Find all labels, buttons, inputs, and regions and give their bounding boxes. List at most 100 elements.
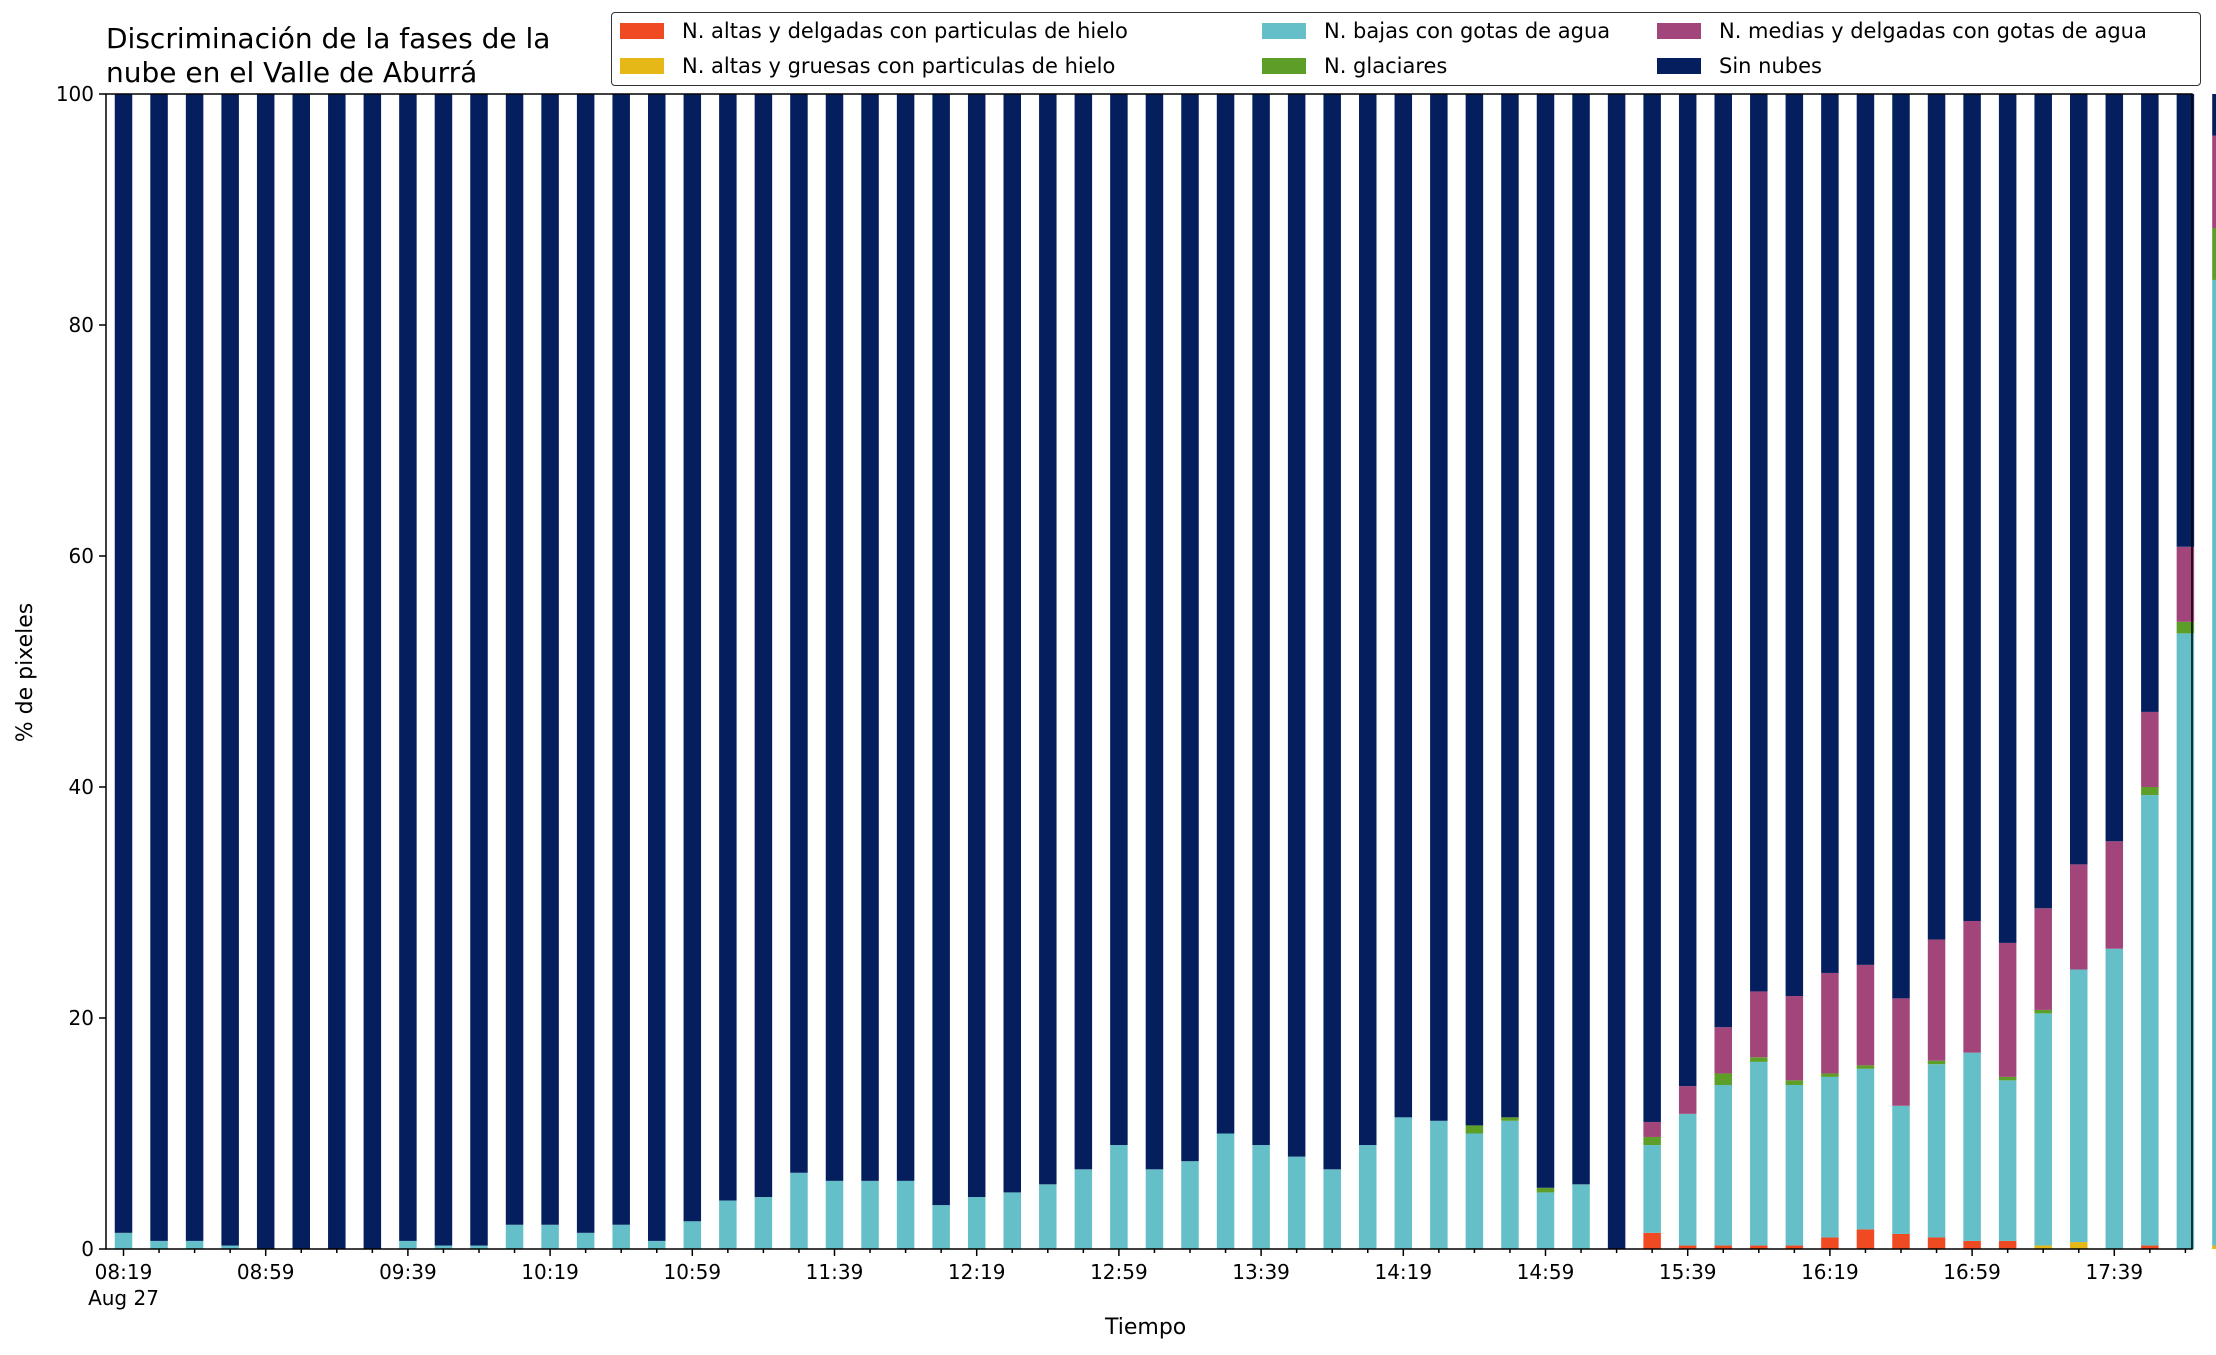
- bar-segment-5-39: [1501, 94, 1519, 1118]
- bar-segment-2-41: [1572, 1184, 1590, 1249]
- bar-segment-2-24: [967, 1197, 986, 1249]
- bar-segment-1-55: [2070, 1242, 2088, 1249]
- bar-segment-5-29: [1145, 94, 1164, 1170]
- bar-segment-4-52: [1963, 920, 1981, 1053]
- bar-segment-5-35: [1359, 94, 1377, 1146]
- bar-segment-3-54: [2034, 1009, 2052, 1014]
- bar-segment-4-47: [1785, 996, 1804, 1081]
- bar-segment-2-57: [2141, 795, 2159, 1246]
- bar-segment-2-9: [434, 1245, 453, 1249]
- bar-segment-5-12: [541, 94, 559, 1225]
- bar-segment-5-46: [1750, 94, 1768, 992]
- x-tick-label: 15:39: [1659, 1260, 1717, 1284]
- bar-segment-2-37: [1430, 1120, 1448, 1249]
- bar-segment-2-34: [1323, 1169, 1341, 1249]
- x-tick-label: 10:59: [663, 1260, 721, 1284]
- x-tick-label: 14:59: [1517, 1260, 1575, 1284]
- bar-segment-5-22: [896, 94, 915, 1181]
- x-axis-label: Tiempo: [1105, 1315, 1187, 1340]
- bar-segment-4-58: [2176, 546, 2195, 622]
- bar-segment-5-21: [861, 94, 879, 1181]
- bar-segment-5-26: [1039, 94, 1057, 1185]
- bar-segment-5-56: [2105, 94, 2124, 842]
- bar-segment-0-51: [1927, 1237, 1946, 1249]
- legend-swatch: [620, 23, 664, 39]
- bar-segment-5-38: [1465, 94, 1484, 1126]
- bar-segment-2-17: [719, 1200, 737, 1249]
- bar-segment-5-33: [1287, 94, 1306, 1157]
- bar-segment-4-59: [2212, 135, 2216, 228]
- bar-segment-5-25: [1003, 94, 1021, 1193]
- bar-segment-2-46: [1750, 1061, 1768, 1246]
- bar-segment-2-50: [1892, 1105, 1910, 1234]
- bar-segment-2-27: [1074, 1169, 1093, 1249]
- bar-segment-5-7: [363, 94, 382, 1249]
- bar-segment-2-59: [2212, 279, 2216, 1246]
- bar-segment-1-59: [2212, 1245, 2216, 1249]
- chart-title: Discriminación de la fases de la nube en…: [106, 22, 551, 89]
- bar-segment-2-12: [541, 1224, 559, 1249]
- legend: N. altas y delgadas con particulas de hi…: [611, 12, 2201, 86]
- bar-segment-3-53: [1998, 1076, 2017, 1081]
- bar-segment-5-55: [2070, 94, 2088, 865]
- bar-segment-3-45: [1714, 1073, 1732, 1085]
- bar-segment-5-6: [328, 94, 346, 1249]
- legend-label: N. altas y delgadas con particulas de hi…: [682, 19, 1128, 43]
- bar-segment-0-53: [1998, 1240, 2017, 1249]
- bar-segment-2-44: [1678, 1113, 1697, 1246]
- bar-segment-2-16: [683, 1221, 702, 1249]
- bar-segment-3-57: [2141, 787, 2159, 796]
- bar-segment-5-41: [1572, 94, 1590, 1185]
- bar-segment-2-21: [861, 1180, 879, 1249]
- legend-item-glaciares: N. glaciares: [1262, 54, 1447, 78]
- bar-segment-3-51: [1927, 1060, 1946, 1065]
- bar-segment-4-45: [1714, 1027, 1732, 1074]
- bar-segment-5-57: [2141, 94, 2159, 712]
- bar-segment-4-54: [2034, 908, 2052, 1010]
- legend-swatch: [1262, 23, 1306, 39]
- bar-segment-2-8: [399, 1240, 417, 1249]
- bar-segment-4-51: [1927, 939, 1946, 1061]
- bar-segment-2-28: [1110, 1145, 1128, 1249]
- bars-group: [114, 94, 2216, 1249]
- bar-segment-5-34: [1323, 94, 1341, 1170]
- bar-segment-0-45: [1714, 1245, 1732, 1249]
- y-axis: 0 20 40 60 80 100: [56, 82, 106, 1261]
- bar-segment-5-27: [1074, 94, 1093, 1170]
- bar-segment-5-13: [576, 94, 595, 1233]
- bar-segment-3-58: [2176, 621, 2195, 634]
- bar-segment-2-14: [612, 1224, 630, 1249]
- bar-segment-0-43: [1643, 1232, 1661, 1249]
- legend-label: N. glaciares: [1324, 54, 1448, 78]
- bar-segment-3-48: [1821, 1073, 1839, 1077]
- bar-segment-4-53: [1998, 942, 2017, 1077]
- bar-segment-2-10: [470, 1245, 488, 1249]
- legend-item-altas-delgadas: N. altas y delgadas con particulas de hi…: [620, 19, 1128, 43]
- y-tick-label: 80: [69, 313, 94, 337]
- y-tick-label: 40: [69, 775, 94, 799]
- bar-segment-3-38: [1465, 1125, 1484, 1134]
- bar-segment-2-26: [1039, 1184, 1057, 1249]
- bar-segment-2-53: [1998, 1080, 2017, 1241]
- bar-segment-5-4: [256, 94, 275, 1249]
- bar-segment-2-29: [1145, 1169, 1164, 1249]
- x-tick-label: 08:59: [237, 1260, 295, 1284]
- bar-segment-5-9: [434, 94, 453, 1246]
- legend-swatch: [620, 58, 664, 74]
- legend-item-sin-nubes: Sin nubes: [1657, 54, 1822, 78]
- bar-segment-5-48: [1821, 94, 1839, 973]
- bar-segment-3-59: [2212, 227, 2216, 280]
- bar-segment-5-45: [1714, 94, 1732, 1028]
- x-tick-label: 11:39: [806, 1260, 864, 1284]
- bar-segment-2-39: [1501, 1120, 1519, 1249]
- bar-segment-2-48: [1821, 1076, 1839, 1238]
- x-tick-label: 16:19: [1801, 1260, 1859, 1284]
- bar-segment-5-18: [754, 94, 773, 1198]
- bar-segment-2-32: [1252, 1145, 1270, 1249]
- bar-segment-5-5: [292, 94, 310, 1249]
- bar-segment-2-54: [2034, 1013, 2052, 1246]
- bar-segment-2-1: [150, 1240, 168, 1249]
- bar-segment-5-49: [1856, 94, 1875, 965]
- bar-segment-1-54: [2034, 1245, 2052, 1249]
- bar-segment-5-3: [221, 94, 239, 1246]
